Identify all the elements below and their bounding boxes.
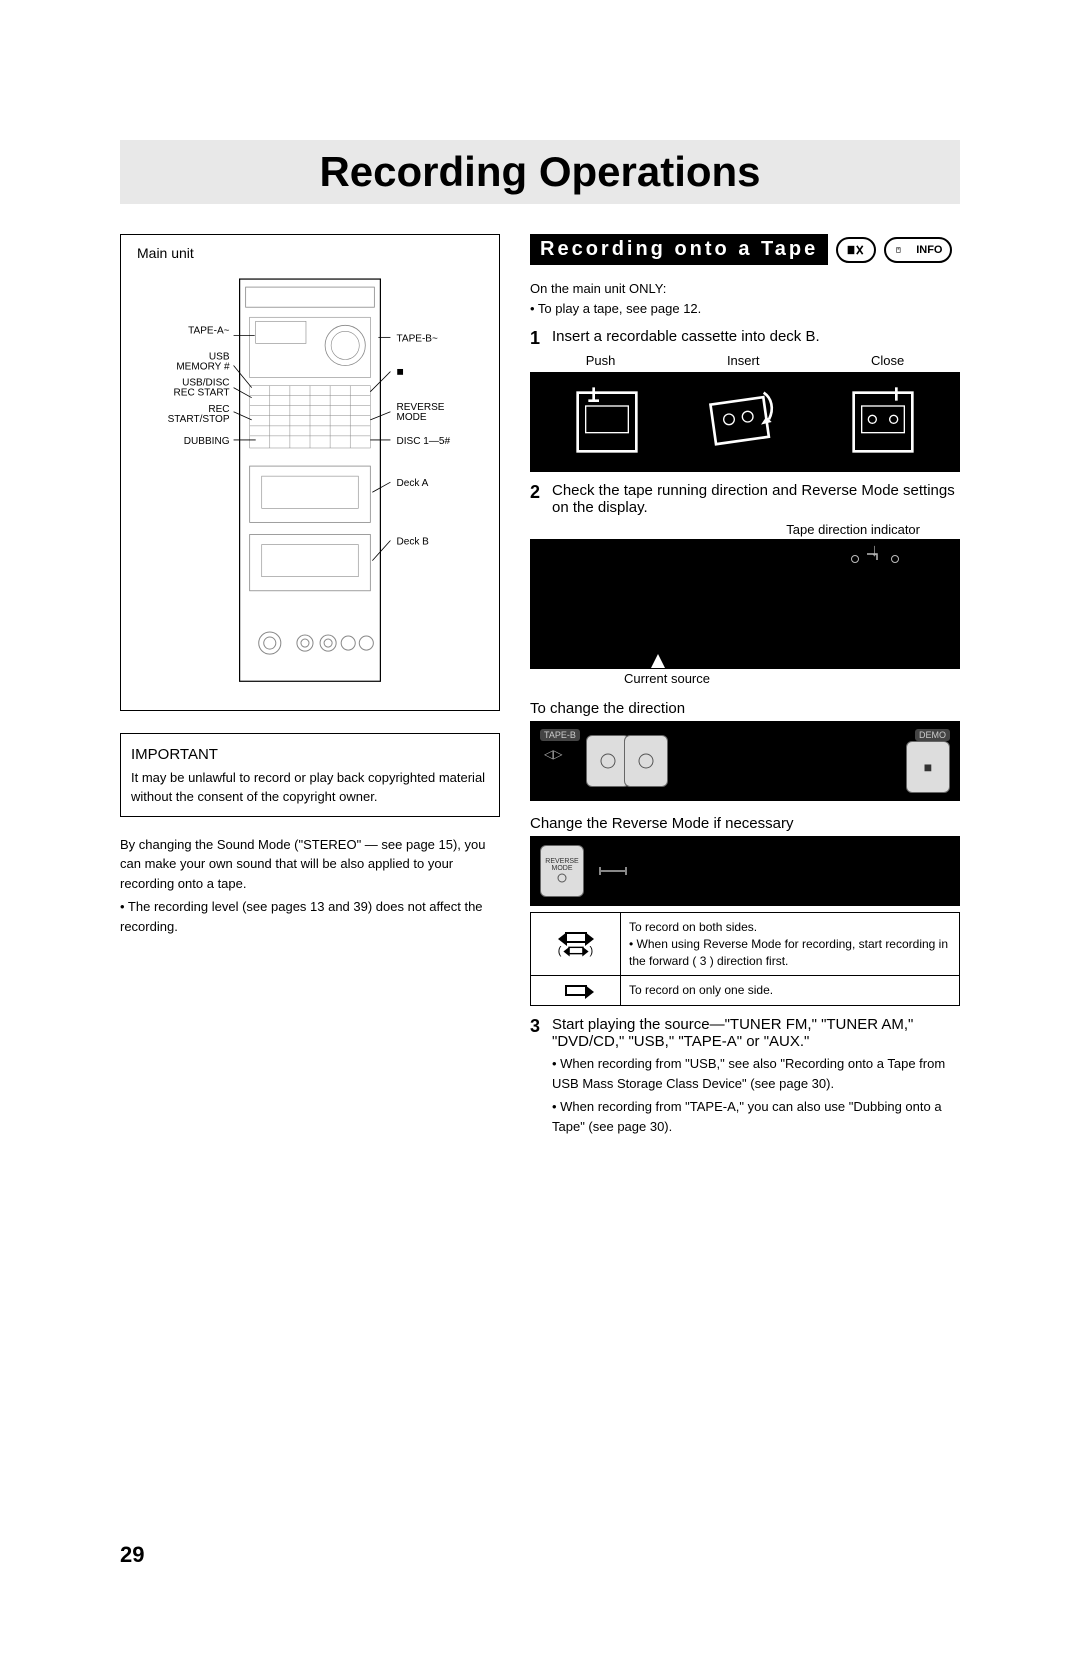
svg-text:REC START: REC START bbox=[174, 388, 230, 399]
svg-text:DUBBING: DUBBING bbox=[184, 436, 230, 447]
section-title: Recording onto a Tape bbox=[530, 234, 828, 265]
svg-text:DISC 1—5#: DISC 1—5# bbox=[396, 436, 450, 447]
intro-text: On the main unit ONLY: • To play a tape,… bbox=[530, 279, 960, 318]
page-number: 29 bbox=[120, 1542, 144, 1568]
to-change-direction-label: To change the direction bbox=[530, 700, 960, 717]
tape-direction-indicator-label: Tape direction indicator bbox=[530, 522, 920, 537]
current-source-label: Current source bbox=[624, 671, 960, 686]
svg-text:■: ■ bbox=[396, 365, 403, 379]
page-title-bar: Recording Operations bbox=[120, 140, 960, 204]
left-column: Main unit bbox=[120, 234, 500, 1136]
svg-text:MODE: MODE bbox=[396, 412, 426, 423]
svg-text:Deck B: Deck B bbox=[396, 537, 429, 548]
reverse-row-one: To record on only one side. bbox=[531, 975, 959, 1005]
lcd-display: ↓ bbox=[530, 539, 960, 669]
section-header: Recording onto a Tape INFO bbox=[530, 234, 960, 265]
page-title: Recording Operations bbox=[120, 148, 960, 196]
important-box: IMPORTANT It may be unlawful to record o… bbox=[120, 733, 500, 816]
svg-text:START/STOP: START/STOP bbox=[168, 414, 230, 425]
important-text: It may be unlawful to record or play bac… bbox=[131, 769, 489, 805]
info-badge: INFO bbox=[884, 237, 952, 263]
step-3: 3 Start playing the source—"TUNER FM," "… bbox=[530, 1016, 960, 1136]
reverse-mode-button[interactable]: REVERSE MODE bbox=[540, 845, 584, 897]
stop-button[interactable]: ■ bbox=[906, 741, 950, 793]
direction-controls: TAPE-B ◁▷ DEMO ■ bbox=[530, 721, 960, 801]
push-insert-close-labels: Push Insert Close bbox=[530, 353, 960, 368]
reverse-icon-both: ( ) bbox=[531, 913, 621, 975]
svg-text:TAPE-B~: TAPE-B~ bbox=[396, 333, 438, 344]
svg-text:TAPE-A~: TAPE-A~ bbox=[188, 325, 230, 336]
change-reverse-label: Change the Reverse Mode if necessary bbox=[530, 815, 960, 832]
reverse-icon-one bbox=[531, 976, 621, 1005]
direction-button-2[interactable] bbox=[624, 735, 668, 787]
cassette-illustration bbox=[530, 372, 960, 472]
svg-text:MEMORY #: MEMORY # bbox=[176, 362, 230, 373]
reverse-row-both: ( ) To record on both sides. • When usin… bbox=[531, 913, 959, 975]
main-unit-only-icon bbox=[836, 237, 876, 263]
step-1: 1 Insert a recordable cassette into deck… bbox=[530, 328, 960, 349]
right-column: Recording onto a Tape INFO On the main u… bbox=[530, 234, 960, 1136]
svg-text:Deck A: Deck A bbox=[396, 478, 428, 489]
sound-mode-note: By changing the Sound Mode ("STEREO" — s… bbox=[120, 835, 500, 937]
main-unit-diagram: Main unit bbox=[120, 234, 500, 711]
diagram-caption: Main unit bbox=[137, 245, 491, 261]
reverse-mode-control: REVERSE MODE bbox=[530, 836, 960, 906]
unit-illustration: TAPE-A~ USB MEMORY # USB/DISC REC START … bbox=[129, 269, 491, 691]
important-title: IMPORTANT bbox=[131, 744, 489, 765]
step-2: 2 Check the tape running direction and R… bbox=[530, 482, 960, 516]
reverse-mode-table: ( ) To record on both sides. • When usin… bbox=[530, 912, 960, 1006]
